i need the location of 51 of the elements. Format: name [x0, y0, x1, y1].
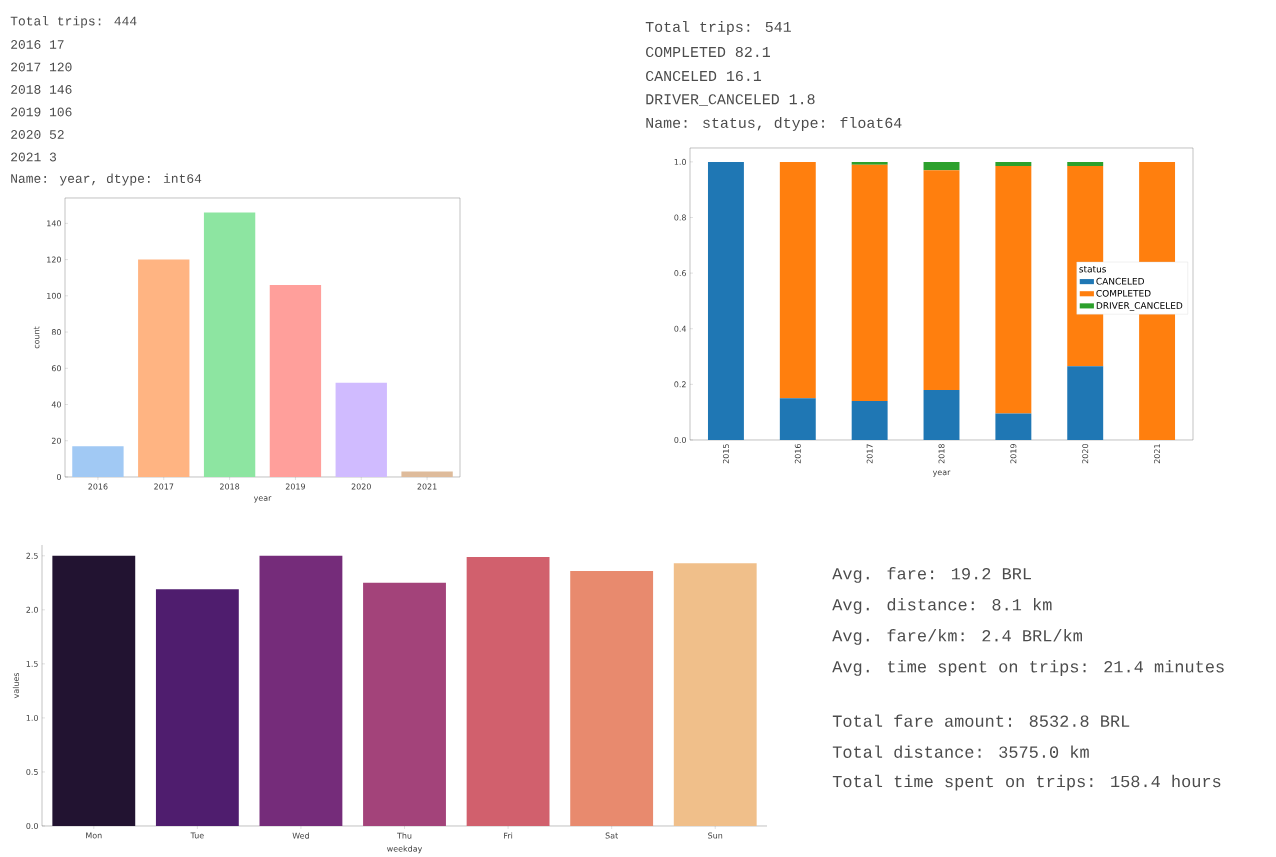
bar [259, 555, 343, 826]
bar [851, 164, 888, 402]
text: 2021 3 [11, 152, 57, 162]
bar [995, 166, 1032, 414]
text: Total trips: 541 [645, 21, 791, 35]
bar [923, 389, 960, 440]
legend-label: DRIVER_CANCELED [1096, 302, 1183, 311]
bar [851, 401, 888, 440]
legend-title: status [1079, 266, 1107, 273]
text: 2020 52 [11, 130, 64, 139]
text: 2017 120 [11, 62, 72, 72]
bar [1067, 366, 1104, 440]
text: Total time spent on trips: 158.4 hours [832, 774, 1221, 791]
bar [401, 471, 453, 477]
bar [138, 259, 190, 477]
text: Total distance: 3575.0 km [832, 745, 1089, 758]
text: 2019 106 [11, 107, 72, 117]
bar [335, 382, 387, 477]
bar [1067, 161, 1104, 167]
bar [923, 170, 960, 390]
bar [72, 446, 124, 477]
bar [269, 284, 322, 477]
text: 2018 146 [11, 85, 72, 94]
text: Avg. fare/km: 2.4 BRL/km [832, 629, 1082, 645]
text: COMPLETED 82.1 [646, 46, 770, 58]
bar [995, 161, 1032, 167]
text: Name: status, dtype: float64 [646, 117, 902, 131]
text: Avg. fare: 19.2 BRL [832, 567, 1031, 583]
text: Name: year, dtype: int64 [11, 173, 202, 186]
bar [155, 589, 239, 826]
text: Total trips: 444 [10, 15, 137, 29]
bar [673, 563, 757, 826]
bar [851, 161, 888, 165]
bar [52, 555, 136, 826]
legend-label: CANCELED [1096, 277, 1144, 285]
text: Avg. time spent on trips: 21.4 minutes [832, 660, 1224, 676]
bar [707, 161, 744, 440]
text: Total fare amount: 8532.8 BRL [832, 714, 1130, 727]
bar [203, 212, 256, 477]
bar [995, 413, 1032, 440]
bar [779, 398, 816, 440]
text: DRIVER_CANCELED 1.8 [646, 94, 815, 106]
text: 2016 17 [11, 40, 64, 49]
text: CANCELED 16.1 [646, 70, 762, 82]
text: Avg. distance: 8.1 km [832, 598, 1052, 614]
bar [779, 161, 816, 399]
bar [363, 582, 446, 826]
bar [466, 556, 550, 826]
bar [923, 161, 960, 171]
bar [570, 570, 654, 826]
legend-label: COMPLETED [1096, 289, 1151, 297]
